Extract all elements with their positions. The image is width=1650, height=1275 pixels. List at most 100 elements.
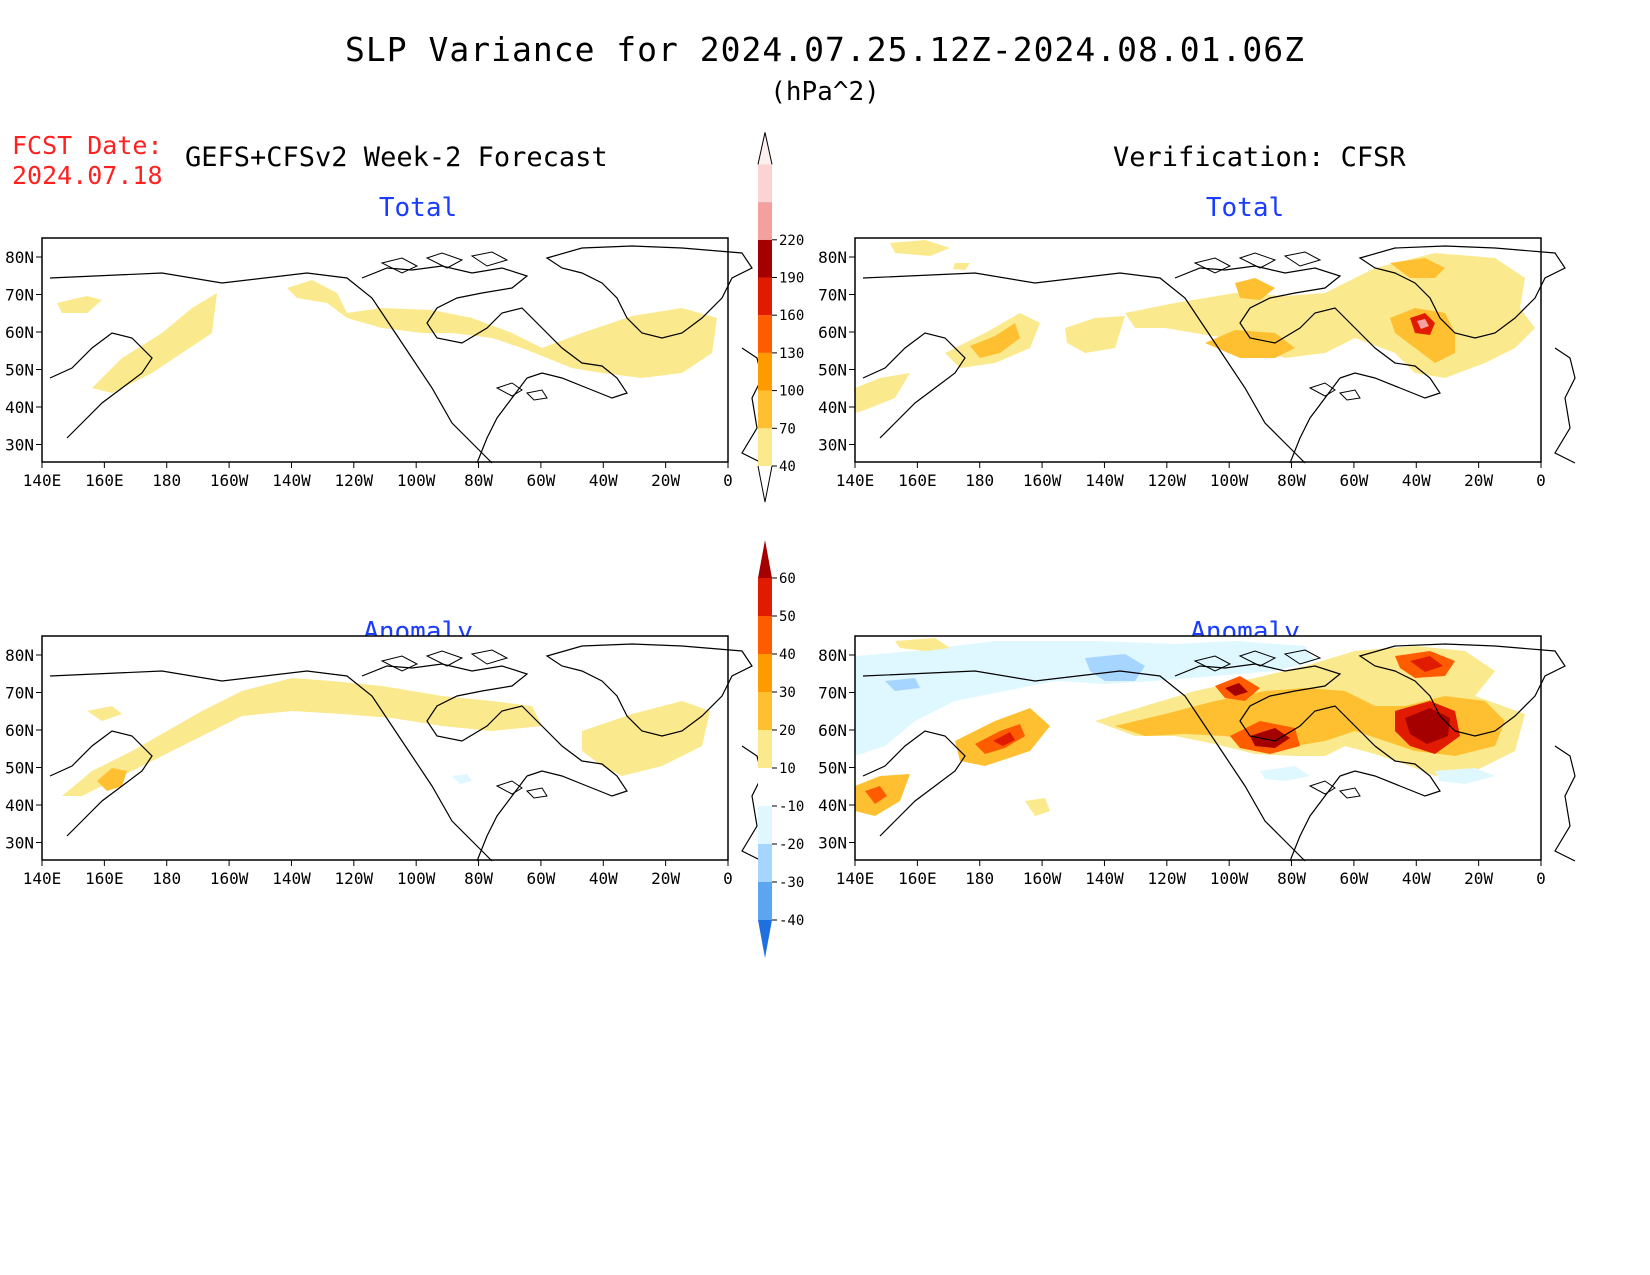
colorbar-anomaly-swatch <box>758 578 772 616</box>
panel-title-verification-total: Total <box>1205 193 1285 223</box>
variance-region-bering <box>57 296 102 313</box>
colorbar-anomaly-swatch <box>758 768 772 806</box>
lon-tick-label: 100W <box>1210 471 1249 490</box>
lon-tick-label: 0 <box>1536 471 1546 490</box>
lat-tick-label: 50N <box>5 361 34 380</box>
colorbar-anomaly-low-arrow <box>758 920 772 958</box>
lat-tick-label: 70N <box>5 286 34 305</box>
lat-tick-label: 40N <box>5 796 34 815</box>
lon-tick-label: 80W <box>1277 471 1306 490</box>
lon-tick-label: 160E <box>85 471 124 490</box>
colorbar-total-low-arrow <box>757 465 773 503</box>
lon-tick-label: 160W <box>1023 471 1062 490</box>
colorbar-total-swatch <box>758 239 772 278</box>
lon-tick-label: 40W <box>589 869 618 888</box>
colorbar-total-high-arrow <box>757 132 773 165</box>
lat-tick-label: 80N <box>818 646 847 665</box>
lon-tick-label: 60W <box>1339 471 1368 490</box>
colorbar-anomaly-label: 40 <box>779 647 796 663</box>
colorbar-anomaly: 60 50 40 30 20 10 -10 -20 -30 -40 <box>758 540 804 958</box>
colorbar-total-swatch <box>758 277 772 316</box>
lon-tick-label: 60W <box>526 869 555 888</box>
lon-tick-label: 100W <box>397 471 436 490</box>
colorbar-anomaly-high-arrow <box>758 540 772 578</box>
lon-tick-label: 80W <box>1277 869 1306 888</box>
colorbar-total-swatch <box>758 315 772 353</box>
colorbar-total-swatch <box>758 164 772 203</box>
lat-tick-label: 70N <box>5 684 34 703</box>
lon-tick-label: 120W <box>1148 471 1187 490</box>
colorbar-anomaly-swatch <box>758 616 772 654</box>
map-verification-total <box>854 237 1576 464</box>
lat-tick-label: 30N <box>818 834 847 853</box>
lat-tick-label: 60N <box>5 323 34 342</box>
colorbar-anomaly-label: 10 <box>779 761 796 777</box>
lon-tick-label: 40W <box>1402 869 1431 888</box>
lon-tick-label: 140W <box>1085 471 1124 490</box>
colorbar-anomaly-label: 60 <box>779 571 796 587</box>
lon-tick-label: 160W <box>210 471 249 490</box>
colorbar-total-swatch <box>758 202 772 240</box>
lon-tick-label: 140W <box>1085 869 1124 888</box>
colorbar-total-swatch <box>758 352 772 391</box>
forecast-header: GEFS+CFSv2 Week-2 Forecast <box>185 142 608 173</box>
colorbar-anomaly-label: -10 <box>779 799 804 815</box>
lat-tick-label: 40N <box>818 398 847 417</box>
lat-tick-label: 60N <box>818 323 847 342</box>
colorbar-anomaly-label: 20 <box>779 723 796 739</box>
lat-tick-label: 80N <box>5 646 34 665</box>
lon-tick-label: 0 <box>1536 869 1546 888</box>
lon-tick-label: 80W <box>464 869 493 888</box>
lat-tick-label: 30N <box>5 834 34 853</box>
colorbar-anomaly-swatch <box>758 882 772 920</box>
lon-tick-label: 60W <box>526 471 555 490</box>
lon-tick-label: 100W <box>1210 869 1249 888</box>
lon-tick-label: 140E <box>23 471 62 490</box>
lon-tick-label: 60W <box>1339 869 1368 888</box>
lon-tick-label: 160W <box>1023 869 1062 888</box>
colorbar-anomaly-swatch <box>758 806 772 844</box>
colorbar-total-swatch <box>758 428 772 466</box>
lat-tick-label: 50N <box>818 759 847 778</box>
map-verification-anomaly <box>854 635 1576 862</box>
colorbar-anomaly-swatch <box>758 730 772 768</box>
lon-tick-label: 180 <box>965 869 994 888</box>
lon-tick-label: 120W <box>1148 869 1187 888</box>
lon-tick-label: 120W <box>335 471 374 490</box>
lat-tick-label: 60N <box>818 721 847 740</box>
lon-tick-label: 20W <box>651 869 680 888</box>
lon-tick-label: 140E <box>836 869 875 888</box>
map-forecast-total <box>41 237 763 464</box>
verification-header: Verification: CFSR <box>1113 142 1406 173</box>
lon-tick-label: 40W <box>589 471 618 490</box>
colorbar-total-label: 100 <box>779 384 804 400</box>
colorbar-anomaly-label: -40 <box>779 913 804 929</box>
lon-tick-label: 140W <box>272 869 311 888</box>
lon-tick-label: 80W <box>464 471 493 490</box>
lon-tick-label: 0 <box>723 471 733 490</box>
variance-region-north-pacific <box>92 293 217 393</box>
colorbar-anomaly-label: 50 <box>779 609 796 625</box>
units-label: (hPa^2) <box>770 77 880 107</box>
lat-tick-label: 40N <box>818 796 847 815</box>
colorbar-anomaly-label: -30 <box>779 875 804 891</box>
lon-tick-label: 180 <box>152 869 181 888</box>
lon-tick-label: 120W <box>335 869 374 888</box>
lat-tick-label: 40N <box>5 398 34 417</box>
lon-tick-label: 180 <box>152 471 181 490</box>
lat-tick-label: 50N <box>818 361 847 380</box>
lat-tick-label: 60N <box>5 721 34 740</box>
lon-tick-label: 140E <box>836 471 875 490</box>
variance-region-canada-atlantic <box>287 280 717 378</box>
lon-tick-label: 160E <box>85 869 124 888</box>
colorbar-total-label: 220 <box>779 233 804 249</box>
lon-tick-label: 180 <box>965 471 994 490</box>
lat-tick-label: 50N <box>5 759 34 778</box>
lat-tick-label: 30N <box>5 436 34 455</box>
lon-tick-label: 160E <box>898 471 937 490</box>
colorbar-anomaly-swatch <box>758 692 772 730</box>
colorbar-anomaly-label: 30 <box>779 685 796 701</box>
lat-tick-label: 70N <box>818 684 847 703</box>
lon-tick-label: 140E <box>23 869 62 888</box>
